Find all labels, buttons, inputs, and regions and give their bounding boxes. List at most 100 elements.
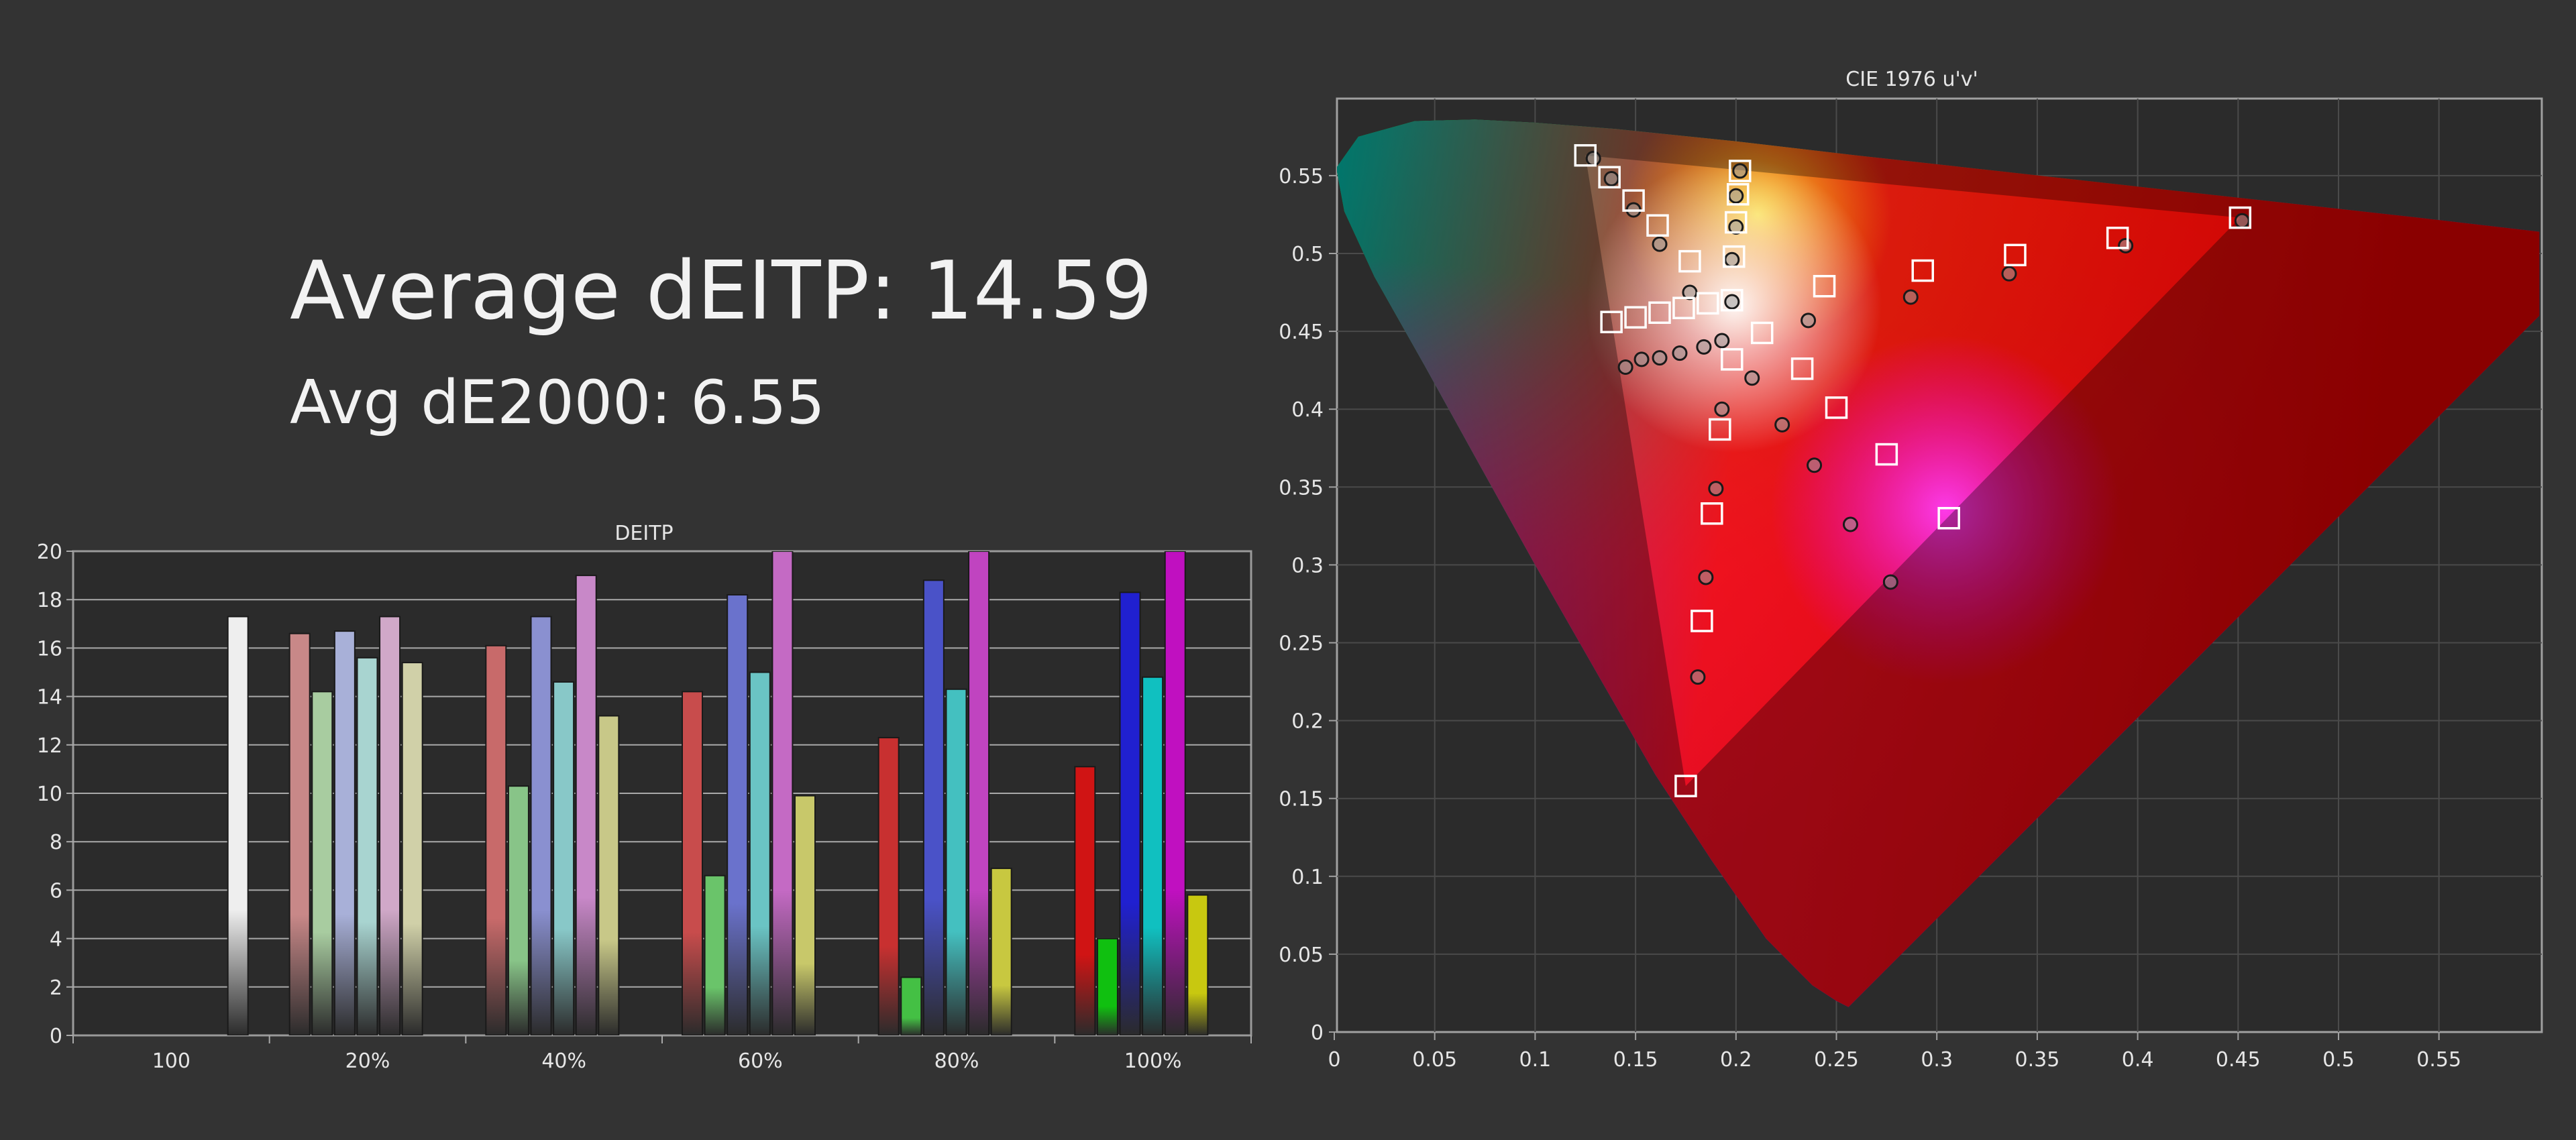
cie-x-tick-label: 0.15	[1613, 1048, 1658, 1072]
cie-x-tick-label: 0.05	[1412, 1048, 1457, 1072]
cie-x-tick-label: 0.5	[2322, 1048, 2355, 1072]
target-point	[2229, 206, 2252, 229]
deitp-bar	[401, 662, 423, 1035]
deitp-bar	[922, 579, 945, 1035]
deitp-bar	[1187, 894, 1209, 1035]
target-point	[1709, 418, 1731, 441]
target-point	[1697, 292, 1719, 315]
deitp-bar	[727, 593, 749, 1035]
cie-y-tick-label: 0.1	[1291, 866, 1324, 889]
bar-chart-title: DEITP	[614, 522, 673, 545]
measured-point	[1724, 251, 1740, 268]
measured-point	[2001, 266, 2017, 282]
cie-y-tick-label: 0.2	[1291, 710, 1324, 734]
cie-y-tick-label: 0.45	[1279, 321, 1324, 344]
measured-point	[1603, 171, 1619, 187]
target-point	[1750, 321, 1774, 345]
measured-point	[1728, 219, 1744, 235]
bar-y-tick-labels: 0 2 4 6 8 10 12 14 16 18 20	[37, 540, 62, 1048]
measured-point	[1652, 236, 1668, 252]
target-point	[1672, 296, 1695, 320]
bar-gridlines	[66, 551, 1252, 1043]
deitp-bar	[575, 575, 597, 1035]
cie-x-tick-label: 0.45	[2216, 1048, 2261, 1072]
deitp-bar	[682, 691, 703, 1035]
measured-point	[1728, 188, 1744, 204]
cie-chart-title: CIE 1976 u'v'	[1845, 68, 1978, 91]
cie-x-tick-label: 0	[1328, 1048, 1340, 1072]
deitp-bar	[900, 976, 922, 1035]
bar-y-tick-label: 2	[50, 976, 62, 1000]
deitp-bar	[356, 657, 378, 1035]
cie-y-tick-label: 0.15	[1279, 788, 1324, 811]
target-point	[2106, 227, 2129, 249]
bar-y-tick-label: 8	[50, 831, 62, 854]
cie-x-tick-label: 0.4	[2122, 1048, 2154, 1072]
measured-point	[1744, 370, 1760, 386]
target-point	[1600, 310, 1623, 333]
target-point	[1622, 189, 1645, 212]
cie-y-tick-label: 0.35	[1279, 476, 1324, 500]
cie-x-tick-label: 0.1	[1519, 1048, 1552, 1072]
target-point	[1723, 245, 1746, 268]
measured-point	[1724, 294, 1740, 310]
deitp-bar	[553, 681, 575, 1035]
measured-point	[1714, 333, 1730, 349]
target-point	[1648, 301, 1671, 324]
cie-y-tick-label: 0.05	[1279, 944, 1324, 967]
measured-point	[1807, 457, 1823, 473]
target-point	[1727, 183, 1750, 206]
target-point	[1729, 160, 1752, 182]
deitp-bar	[311, 691, 333, 1035]
target-point	[1721, 288, 1743, 312]
measured-point	[1882, 574, 1898, 590]
cie-y-tick-label: 0.4	[1291, 398, 1324, 422]
deitp-bar	[945, 688, 967, 1035]
target-point	[1574, 144, 1597, 167]
target-points	[1574, 144, 2252, 797]
deitp-bar	[288, 632, 311, 1035]
deitp-bar	[990, 867, 1012, 1035]
deitp-bar	[968, 551, 990, 1035]
deitp-bar	[794, 795, 816, 1035]
deitp-bar	[771, 551, 794, 1035]
deitp-bar	[704, 874, 726, 1035]
deitp-bar	[227, 616, 249, 1035]
cie-y-tick-label: 0.25	[1279, 632, 1324, 656]
measured-points	[1585, 150, 2250, 685]
deitp-bar	[1164, 551, 1186, 1035]
target-point	[1721, 348, 1743, 371]
target-point	[1825, 396, 1848, 419]
deitp-bar	[530, 616, 552, 1035]
bar-series	[227, 551, 1209, 1035]
cie-y-tick-label: 0.55	[1279, 165, 1324, 188]
measured-point	[1698, 569, 1714, 585]
deitp-bar	[485, 644, 507, 1035]
measured-point	[2118, 237, 2134, 253]
cie-y-tick-label: 0.5	[1291, 243, 1324, 266]
deitp-bar	[507, 785, 529, 1035]
bar-y-tick-label: 10	[37, 783, 62, 806]
measured-point	[1682, 284, 1698, 300]
cie-uv-chart: CIE 1976 u'v' 0 0.05 0.1 0.15 0.2 0.25 0.3 0.35…	[1279, 68, 2543, 1072]
target-point	[1790, 357, 1814, 380]
cie-y-tick-labels: 0 0.05 0.1 0.15 0.2 0.25 0.3 0.35 0.4 0.45 0.5 0.55	[1279, 165, 1324, 1045]
cie-x-tick-label: 0.2	[1720, 1048, 1752, 1072]
cie-x-tick-label: 0.55	[2416, 1048, 2461, 1072]
target-point	[1598, 166, 1621, 188]
measured-point	[1842, 516, 1858, 532]
cie-x-tick-label: 0.35	[2015, 1048, 2060, 1072]
bar-y-tick-label: 20	[37, 540, 62, 564]
measured-point	[1672, 345, 1688, 361]
deitp-bar	[333, 630, 356, 1035]
measured-point	[1714, 401, 1730, 417]
bar-y-tick-label: 12	[37, 734, 62, 758]
bar-x-tick-label: 100%	[1124, 1049, 1182, 1073]
target-point	[1674, 775, 1697, 797]
deitp-bar	[749, 671, 771, 1035]
target-point	[1911, 259, 1934, 282]
measured-point	[2234, 213, 2250, 229]
bar-x-tick-label: 100	[152, 1049, 191, 1073]
measured-point	[1708, 481, 1724, 497]
